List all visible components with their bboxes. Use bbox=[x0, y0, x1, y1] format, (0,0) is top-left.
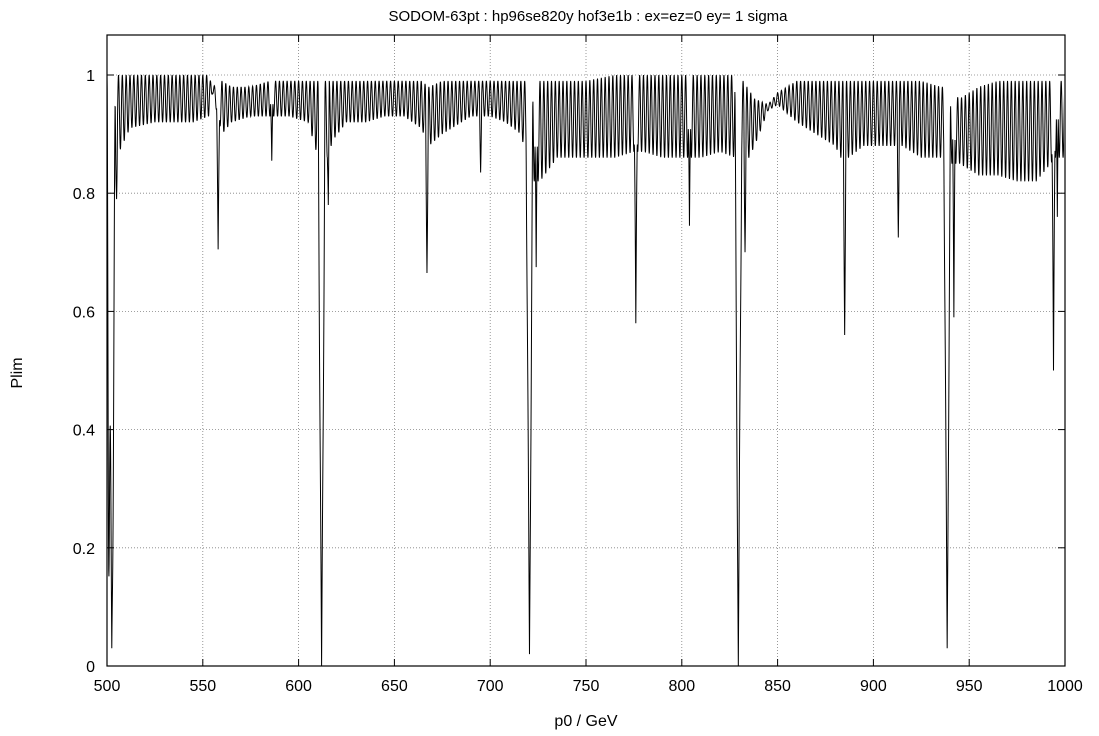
y-axis-label: Plim bbox=[9, 357, 26, 388]
grid bbox=[107, 35, 1065, 666]
x-tick-label: 800 bbox=[668, 678, 695, 695]
x-tick-label: 750 bbox=[573, 678, 600, 695]
x-tick-label: 650 bbox=[381, 678, 408, 695]
series-line bbox=[106, 74, 1064, 666]
x-tick-label: 850 bbox=[764, 678, 791, 695]
x-tick-label: 1000 bbox=[1047, 678, 1083, 695]
x-tick-label: 900 bbox=[860, 678, 887, 695]
y-tick-label: 0 bbox=[86, 659, 95, 676]
x-tick-label: 700 bbox=[477, 678, 504, 695]
x-tick-label: 500 bbox=[94, 678, 121, 695]
plot-frame bbox=[106, 34, 1066, 667]
y-tick-label: 0.8 bbox=[73, 186, 95, 203]
chart-title: SODOM-63pt : hp96se820y hof3e1b : ex=ez=… bbox=[389, 8, 789, 25]
tick-labels: 500 550 600 650 700 750 800 850 900 950 1000 0 0.2 0.… bbox=[73, 68, 1083, 695]
y-tick-label: 0.2 bbox=[73, 541, 95, 558]
y-tick-label: 0.6 bbox=[73, 304, 95, 321]
x-tick-label: 950 bbox=[956, 678, 983, 695]
y-tick-label: 0.4 bbox=[73, 423, 95, 440]
x-axis-label: p0 / GeV bbox=[554, 713, 617, 730]
y-tick-label: 1 bbox=[86, 68, 95, 85]
x-tick-label: 600 bbox=[285, 678, 312, 695]
x-tick-label: 550 bbox=[189, 678, 216, 695]
